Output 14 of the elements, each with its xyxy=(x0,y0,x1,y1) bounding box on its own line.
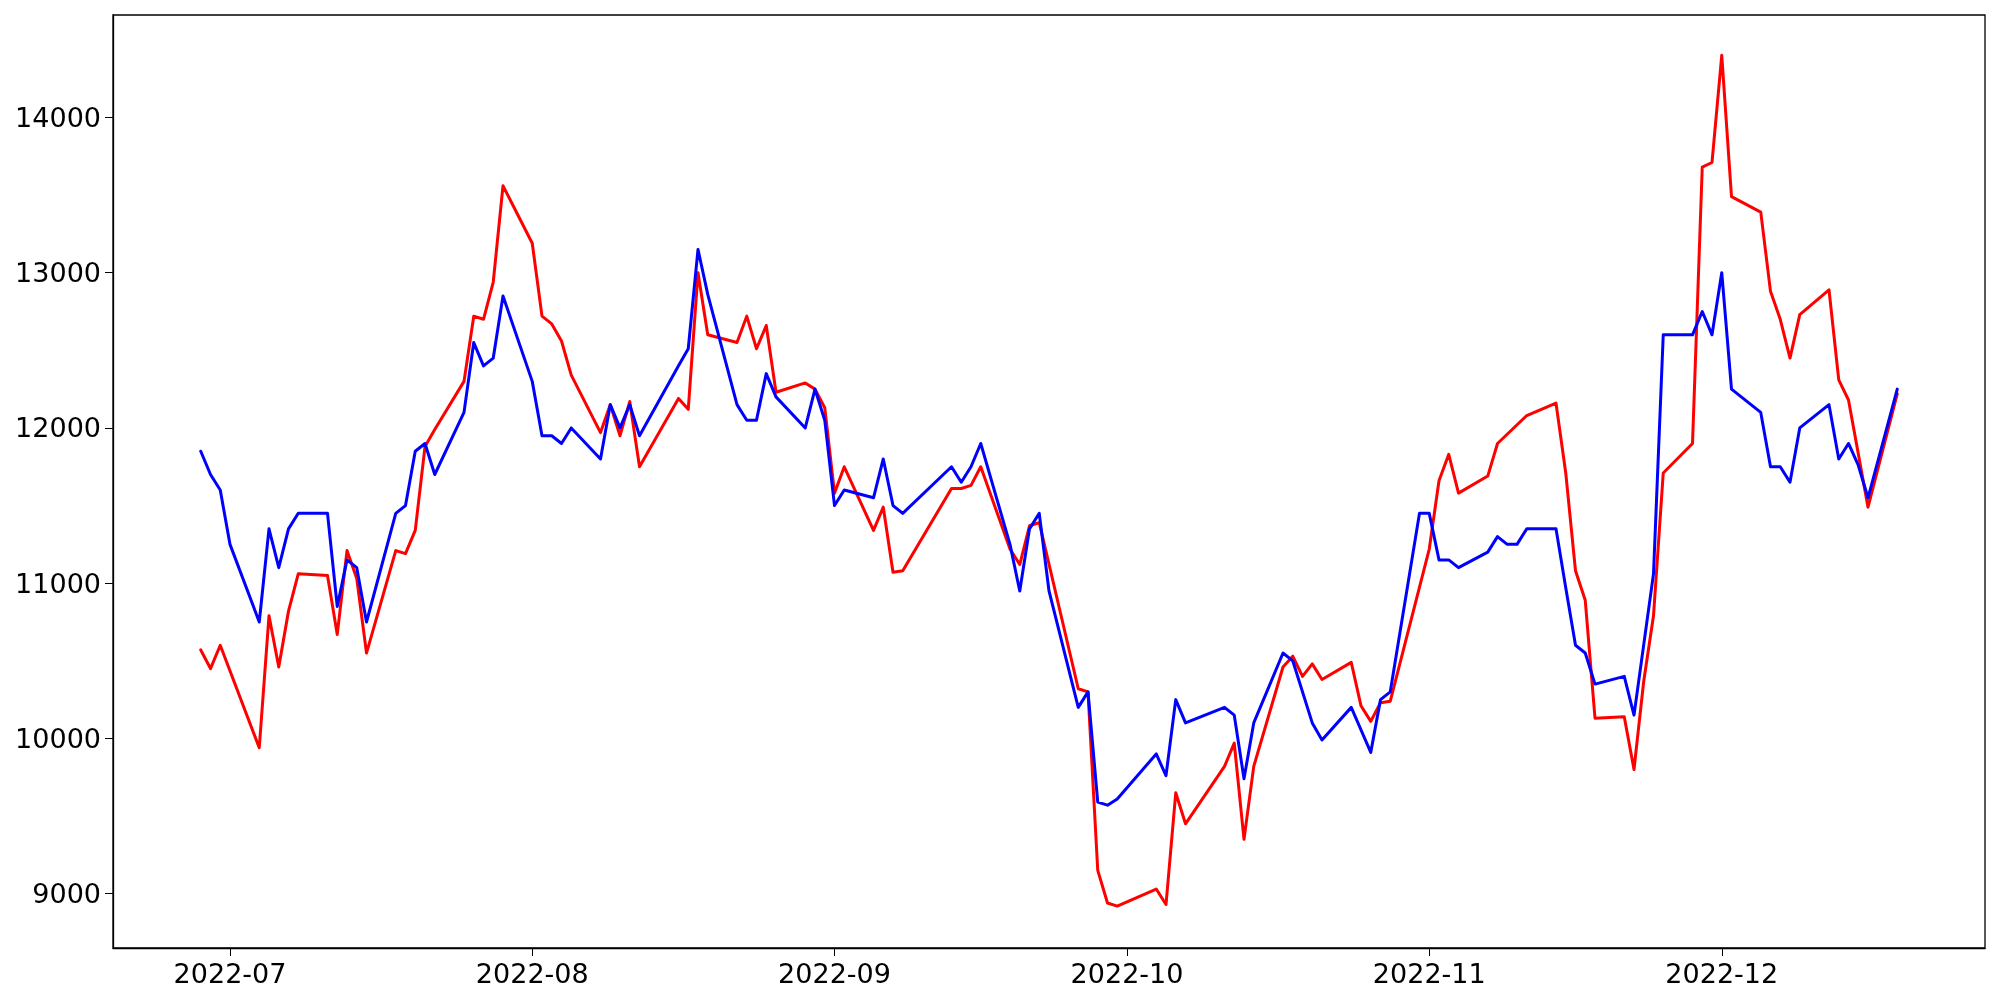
y-tick-label: 13000 xyxy=(15,257,101,289)
x-tick-label: 2022-10 xyxy=(1070,958,1184,989)
x-tick-label: 2022-12 xyxy=(1665,958,1779,989)
x-tick-label: 2022-08 xyxy=(475,958,589,989)
y-tick-label: 12000 xyxy=(15,412,101,444)
y-tick-label: 11000 xyxy=(15,567,101,599)
x-tick-label: 2022-11 xyxy=(1372,958,1486,989)
line-series xyxy=(199,247,1899,807)
y-tick-label: 10000 xyxy=(15,722,101,754)
x-tick-label: 2022-07 xyxy=(173,958,287,989)
y-tick-label: 9000 xyxy=(32,878,101,910)
line-series xyxy=(199,53,1899,908)
x-tick-label: 2022-09 xyxy=(778,958,891,989)
y-tick-label: 14000 xyxy=(15,101,101,133)
